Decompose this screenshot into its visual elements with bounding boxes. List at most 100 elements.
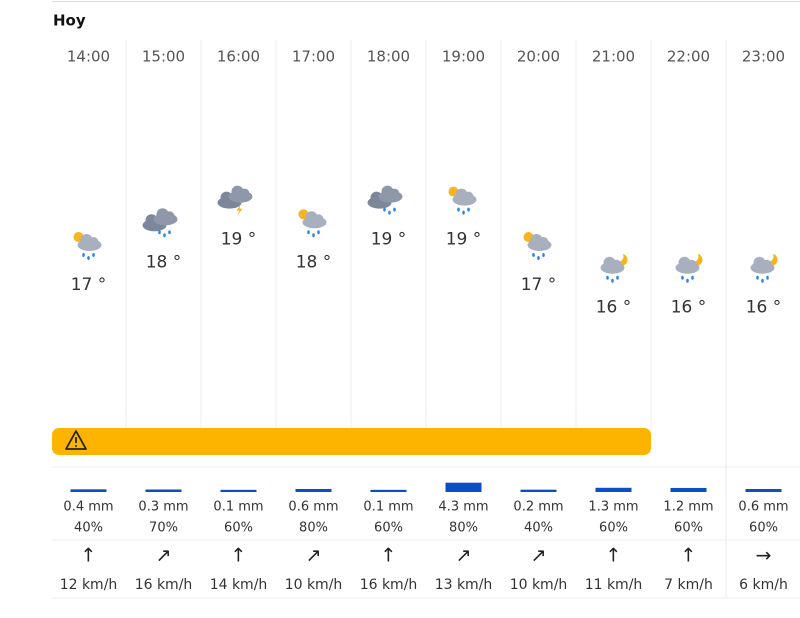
cloud <box>686 259 697 270</box>
precip-bar <box>670 487 707 492</box>
wind-speed: 6 km/h <box>739 577 788 593</box>
weather-icon <box>675 251 703 283</box>
wind-speed: 7 km/h <box>664 577 713 593</box>
precip-bar <box>70 489 107 492</box>
temperature: 17 ° <box>71 275 107 295</box>
cloud <box>164 211 175 222</box>
precip: 0.6 mm <box>738 500 788 515</box>
precip-bar <box>595 487 632 492</box>
wind-direction: ↑ <box>681 545 697 567</box>
rain-drop <box>467 207 470 212</box>
probability: 60% <box>224 521 253 536</box>
precip: 0.4 mm <box>63 500 113 515</box>
probability: 80% <box>299 521 328 536</box>
precip-bar <box>220 489 257 492</box>
rain-drop <box>317 230 320 235</box>
temperature: 19 ° <box>446 230 482 250</box>
wind-direction: ↗ <box>531 545 547 567</box>
temperature: 19 ° <box>221 230 257 250</box>
probability: 80% <box>449 521 478 536</box>
wind-speed: 10 km/h <box>285 577 343 593</box>
rain-drop <box>542 253 545 257</box>
rain-drop <box>611 278 614 283</box>
rain-drop <box>82 253 85 257</box>
rain-drop <box>462 210 465 215</box>
rain-drop <box>616 275 619 280</box>
precip: 4.3 mm <box>438 500 488 515</box>
weather-icon <box>600 251 628 283</box>
time: 22:00 <box>667 48 710 66</box>
wind-direction: ↗ <box>306 545 322 567</box>
temperature: 16 ° <box>596 298 632 318</box>
weather-icon <box>73 232 102 260</box>
rain-drop <box>163 233 166 238</box>
weather-icon <box>142 208 178 238</box>
precip: 0.1 mm <box>213 500 263 515</box>
precip: 0.2 mm <box>513 500 563 515</box>
rain-drop <box>761 278 764 283</box>
precip: 1.2 mm <box>663 500 713 515</box>
rain-drop <box>383 207 386 212</box>
probability: 40% <box>74 521 103 536</box>
precip-bar <box>745 488 782 492</box>
probability: 40% <box>524 521 553 536</box>
time: 17:00 <box>292 48 335 66</box>
rain-drop <box>606 275 609 280</box>
rain-drop <box>532 253 535 257</box>
weather-icon <box>298 209 327 238</box>
warning-bar[interactable] <box>52 428 651 455</box>
wind-speed: 16 km/h <box>135 577 193 593</box>
cloud <box>538 237 549 247</box>
precip-bar <box>370 489 407 492</box>
rain-drop <box>686 278 689 283</box>
wind-speed: 10 km/h <box>510 577 568 593</box>
columns: 14:00 17 ° 0.4 mm 40% ↑ 12 km/h 15:00 18 ° 0.3 m… <box>60 40 789 598</box>
rain-drop <box>168 230 171 235</box>
cloud <box>239 188 250 199</box>
precip: 0.6 mm <box>288 500 338 515</box>
probability: 60% <box>374 521 403 536</box>
time: 21:00 <box>592 48 635 66</box>
weather-icon <box>448 186 477 215</box>
precip-bar <box>445 482 482 492</box>
temperature: 18 ° <box>146 252 182 272</box>
precip-bar <box>520 489 557 492</box>
wind-speed: 14 km/h <box>210 577 268 593</box>
precip: 0.3 mm <box>138 500 188 515</box>
rain-drop <box>158 230 161 235</box>
weather-icon <box>217 185 253 216</box>
time: 23:00 <box>742 48 785 66</box>
temperature: 19 ° <box>371 230 407 250</box>
time: 15:00 <box>142 48 185 66</box>
cloud <box>761 259 772 270</box>
wind-direction: → <box>756 545 772 567</box>
temperature: 16 ° <box>746 298 782 318</box>
rain-drop <box>393 207 396 212</box>
rain-drop <box>92 253 95 257</box>
temperature: 17 ° <box>521 275 557 295</box>
warning-icon-dot <box>75 445 77 447</box>
temperature: 18 ° <box>296 252 332 272</box>
cloud <box>389 188 400 199</box>
rain-drop <box>457 207 460 212</box>
rain-drop <box>691 275 694 280</box>
time: 14:00 <box>67 48 110 66</box>
rain-drop <box>388 210 391 215</box>
wind-direction: ↑ <box>231 545 247 567</box>
rain-drop <box>312 233 315 238</box>
precip-bar <box>295 488 332 492</box>
probability: 60% <box>749 521 778 536</box>
rain-drop <box>307 230 310 235</box>
warning-band[interactable] <box>52 428 651 455</box>
wind-direction: ↗ <box>156 545 172 567</box>
time: 16:00 <box>217 48 260 66</box>
moon-cut <box>688 251 699 262</box>
wind-speed: 16 km/h <box>360 577 418 593</box>
precip: 0.1 mm <box>363 500 413 515</box>
cloud <box>88 237 99 247</box>
rain-drop <box>766 275 769 280</box>
cloud <box>611 259 622 270</box>
moon-cut <box>613 251 624 262</box>
